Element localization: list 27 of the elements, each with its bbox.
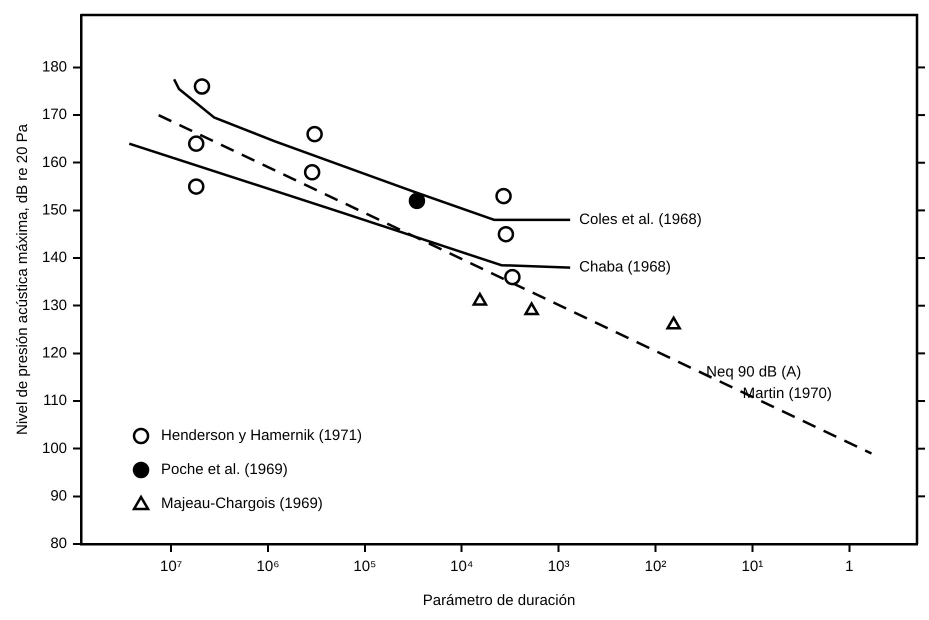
y-tick-label: 140 xyxy=(42,249,68,266)
x-tick-label: 1 xyxy=(845,558,854,576)
x-tick-label: 10⁷ xyxy=(160,558,182,576)
y-tick-label: 180 xyxy=(42,58,68,76)
x-tick-label: 10⁵ xyxy=(353,558,376,576)
y-tick-label: 120 xyxy=(42,344,68,362)
y-tick-label: 130 xyxy=(42,296,68,314)
series-label: Coles et al. (1968) xyxy=(579,211,702,228)
y-tick-label: 100 xyxy=(42,440,68,457)
y-tick-label: 160 xyxy=(42,154,68,171)
y-tick-label: 170 xyxy=(42,106,68,124)
legend-label: Majeau-Chargois (1969) xyxy=(161,495,323,512)
x-tick-label: 10⁴ xyxy=(450,558,474,576)
x-tick-label: 10³ xyxy=(548,558,570,576)
y-tick-label: 80 xyxy=(50,535,68,552)
annotation: Neq 90 dB (A) xyxy=(706,364,802,381)
y-axis-title: Nivel de presión acústica máxima, dB re 20 Pa xyxy=(14,123,32,435)
x-tick-label: 10¹ xyxy=(742,558,764,576)
legend-label: Henderson y Hamernik (1971) xyxy=(161,427,362,444)
x-tick-label: 10⁶ xyxy=(256,558,280,576)
legend-label: Poche et al. (1969) xyxy=(161,461,288,478)
y-tick-label: 110 xyxy=(43,392,68,410)
series-label: Chaba (1968) xyxy=(579,258,671,276)
x-axis-title: Parámetro de duración xyxy=(422,592,576,610)
y-tick-label: 150 xyxy=(42,202,68,219)
x-tick-label: 10² xyxy=(644,558,666,576)
y-tick-label: 90 xyxy=(50,487,68,504)
